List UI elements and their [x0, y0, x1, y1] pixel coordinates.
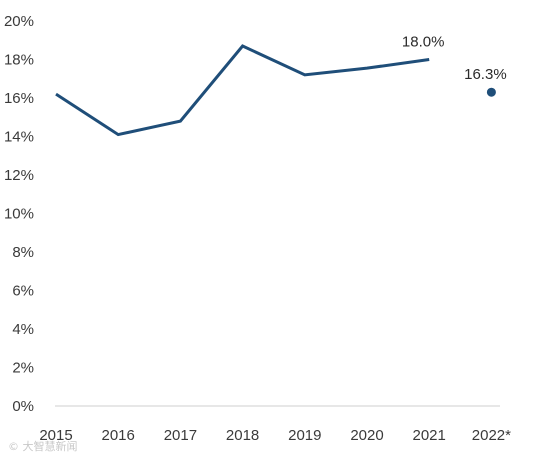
x-tick-label: 2020 [350, 427, 383, 444]
watermark-text: © 大智慧新闻 [8, 439, 78, 453]
x-tick-label: 2018 [226, 427, 259, 444]
y-tick-label: 0% [12, 398, 34, 415]
y-tick-label: 20% [4, 13, 34, 30]
x-tick-label: 2022* [472, 427, 511, 444]
x-tick-label: 2019 [288, 427, 321, 444]
y-tick-label: 6% [12, 283, 34, 300]
y-tick-label: 10% [4, 206, 34, 223]
y-tick-label: 18% [4, 52, 34, 69]
data-label: 18.0% [402, 34, 445, 51]
x-tick-label: 2021 [413, 427, 446, 444]
y-tick-label: 14% [4, 129, 34, 146]
y-tick-label: 8% [12, 244, 34, 261]
y-tick-label: 4% [12, 321, 34, 338]
data-point [486, 87, 496, 97]
x-tick-label: 2017 [164, 427, 197, 444]
y-tick-label: 2% [12, 360, 34, 377]
y-tick-label: 12% [4, 167, 34, 184]
series-line [55, 44, 430, 137]
x-tick-label: 2015 [39, 427, 72, 444]
y-tick-label: 16% [4, 90, 34, 107]
x-tick-label: 2016 [102, 427, 135, 444]
data-label: 16.3% [464, 66, 507, 83]
